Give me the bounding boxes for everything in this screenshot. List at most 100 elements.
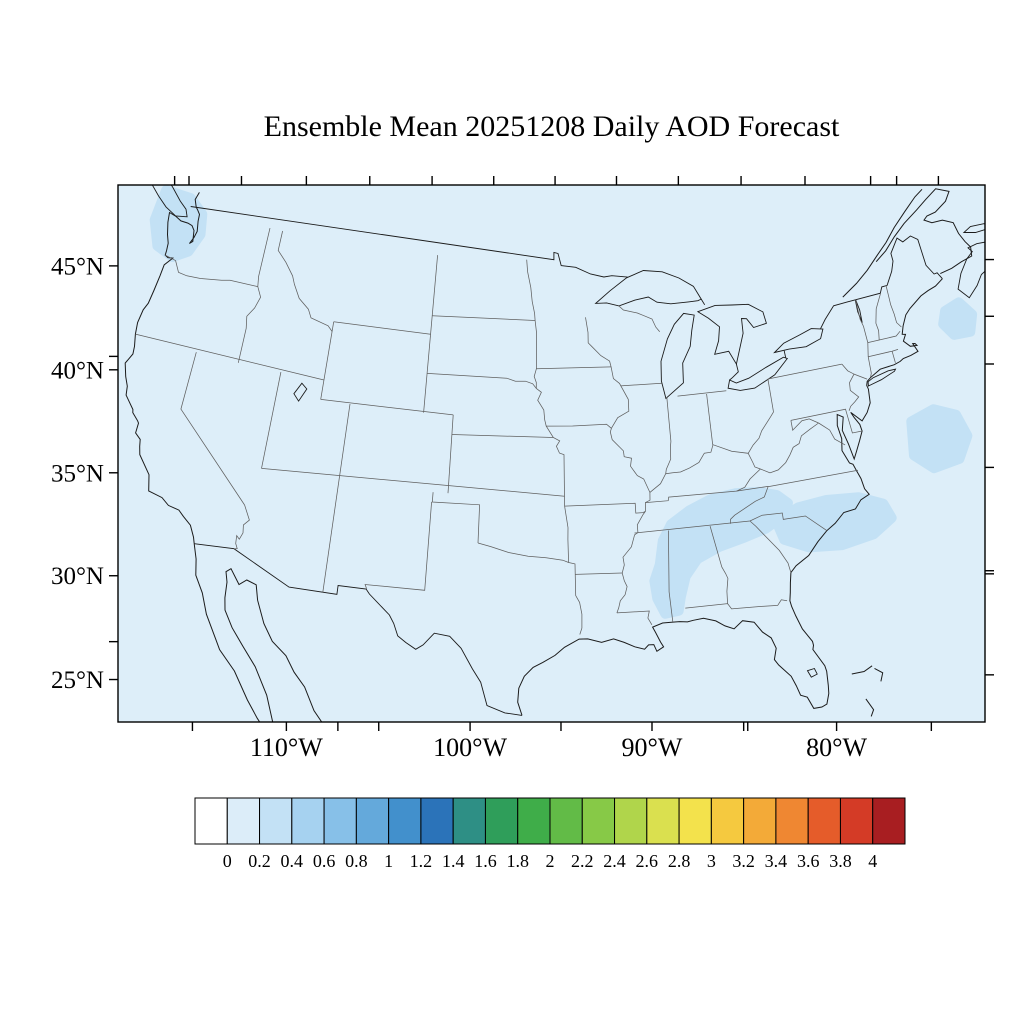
colorbar-cell <box>549 797 583 845</box>
colorbar-cell <box>420 797 454 845</box>
coastline <box>874 667 884 682</box>
state-border <box>320 321 335 400</box>
colorbar-cell <box>581 797 616 845</box>
lat-tick-label: 40°N <box>51 357 104 384</box>
national-border <box>700 298 706 306</box>
lon-tick-label: 80°W <box>806 733 867 762</box>
state-border <box>645 486 769 503</box>
colorbar-tick-label: 0.4 <box>281 851 304 871</box>
colorbar-tick-label: 2.4 <box>603 851 626 871</box>
state-border <box>261 468 565 497</box>
state-border <box>526 259 536 321</box>
colorbar-cell <box>517 797 551 845</box>
state-border <box>135 333 325 381</box>
state-border <box>709 525 729 604</box>
colorbar-cell <box>646 797 680 845</box>
colorbar-tick-label: 1.4 <box>442 851 465 871</box>
national-border <box>783 350 787 358</box>
state-border <box>585 317 651 614</box>
state-border <box>818 422 846 446</box>
colorbar-tick-label: 1.8 <box>506 851 529 871</box>
map-frame <box>117 184 986 723</box>
island-outline <box>957 241 985 299</box>
state-border <box>616 610 653 625</box>
national-border <box>194 543 523 716</box>
lake-outline <box>293 382 308 402</box>
state-border <box>432 315 536 321</box>
colorbar-cell <box>388 797 422 845</box>
colorbar-cell <box>839 797 874 845</box>
state-border <box>767 378 774 412</box>
state-border <box>261 372 282 469</box>
state-border <box>333 321 431 335</box>
axes: 25°N 30°N 35°N 40°N 45°N 110°W 100°W 90°W 80°W <box>51 176 994 762</box>
state-border <box>790 418 819 431</box>
state-border <box>620 382 662 387</box>
state-border <box>760 422 819 474</box>
state-border <box>564 502 646 514</box>
state-border <box>423 255 438 413</box>
colorbar-cell <box>775 797 809 845</box>
state-border <box>885 285 902 328</box>
national-border <box>820 235 943 329</box>
colorbar-cell <box>743 797 777 845</box>
plot-title: Ensemble Mean 20251208 Daily AOD Forecas… <box>263 110 840 143</box>
state-border <box>749 520 792 573</box>
state-border <box>451 434 554 438</box>
state-border <box>277 230 333 332</box>
coastline <box>193 543 323 722</box>
colorbar-cell <box>872 797 906 845</box>
colorbar-cell <box>291 797 325 845</box>
state-border <box>165 254 258 287</box>
state-border <box>618 305 660 332</box>
state-border <box>536 366 612 370</box>
lon-tick-label: 100°W <box>433 733 507 762</box>
aod-enhanced-patch <box>771 492 897 553</box>
colorbar-tick-label: 0.2 <box>248 851 271 871</box>
state-border <box>706 393 714 445</box>
state-border <box>790 408 863 434</box>
state-border <box>767 363 842 380</box>
state-border <box>853 373 868 380</box>
state-border <box>677 390 727 397</box>
state-border <box>180 352 245 506</box>
colorbar-tick-label: 3.2 <box>732 851 755 871</box>
colorbar-cell <box>710 797 745 845</box>
colorbar-tick-label: 4 <box>868 851 877 871</box>
state-border <box>477 542 569 563</box>
lake-outline <box>594 270 702 307</box>
state-border <box>364 501 432 591</box>
colorbar-cell <box>678 797 712 845</box>
state-border <box>668 530 674 622</box>
lon-tick-label: 90°W <box>622 733 683 762</box>
colorbar-cell <box>226 797 261 845</box>
lake-outline <box>696 303 767 366</box>
colorbar-tick-label: 1.6 <box>474 851 497 871</box>
state-border <box>747 453 761 470</box>
state-border <box>237 228 271 363</box>
state-border <box>320 399 454 416</box>
colorbar-tick-label: 3.4 <box>765 851 788 871</box>
map-canvas <box>118 172 1024 722</box>
island-outline <box>955 172 979 178</box>
lon-tick-label: 110°W <box>250 733 323 762</box>
state-border <box>533 320 565 507</box>
island-outline <box>867 368 897 387</box>
colorbar-tick-label: 0.8 <box>345 851 368 871</box>
aod-enhanced-patch <box>149 185 208 262</box>
state-border <box>685 599 788 610</box>
lake-outline <box>727 356 789 391</box>
colorbar-tick-label: 0.6 <box>313 851 336 871</box>
state-border <box>767 469 859 488</box>
state-border <box>427 373 537 389</box>
colorbar-cell <box>259 797 293 845</box>
island-outline <box>1007 220 1024 236</box>
coastline <box>124 192 201 544</box>
aod-enhanced-patch <box>906 404 973 474</box>
national-border <box>729 363 739 381</box>
colorbar-cell <box>614 797 648 845</box>
colorbar-cell <box>807 797 841 845</box>
colorbar-tick-label: 2.6 <box>636 851 659 871</box>
